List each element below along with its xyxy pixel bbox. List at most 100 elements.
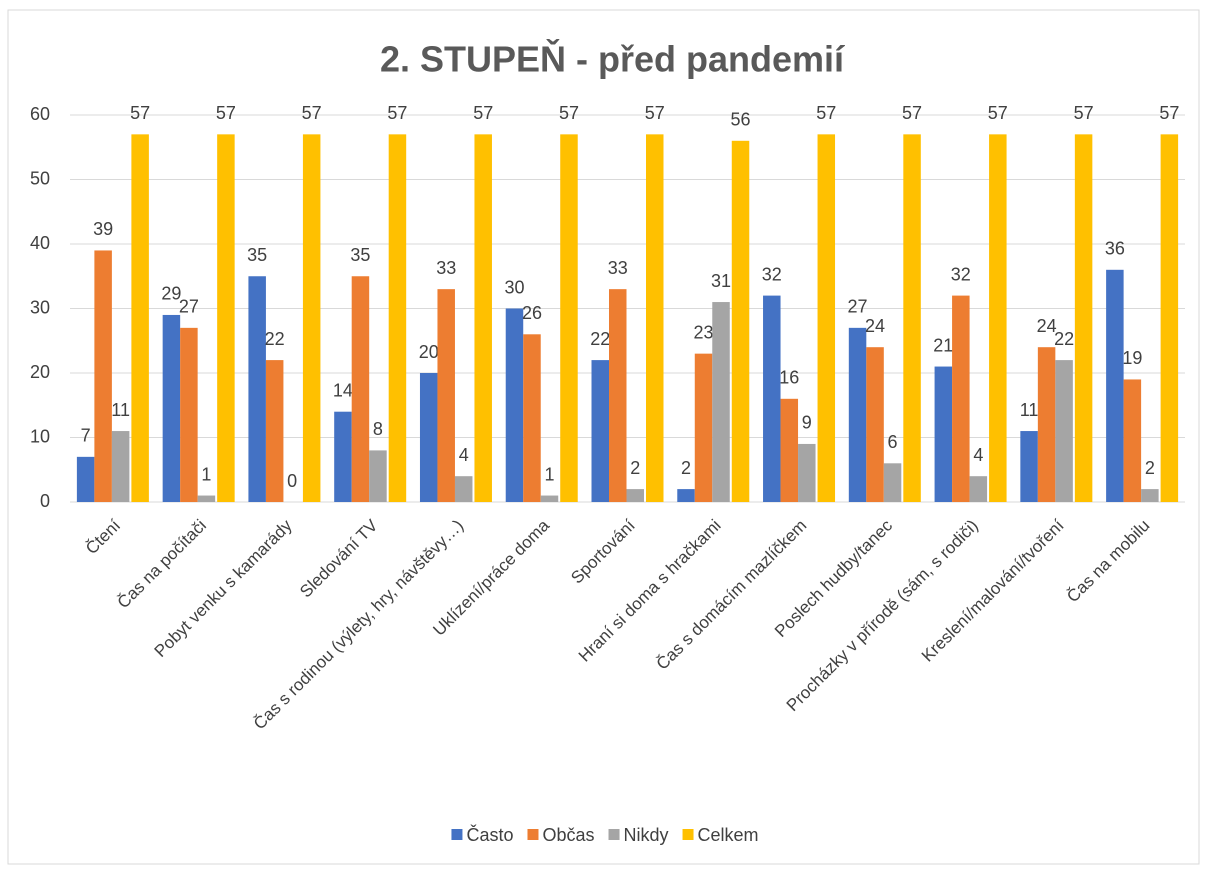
bar bbox=[369, 450, 387, 502]
data-label: 14 bbox=[333, 380, 353, 400]
bar bbox=[883, 463, 902, 502]
legend-label: Občas bbox=[542, 825, 594, 845]
bar bbox=[248, 276, 266, 502]
data-label: 33 bbox=[608, 258, 628, 278]
data-label: 11 bbox=[1020, 400, 1039, 420]
bar bbox=[694, 353, 713, 502]
bar bbox=[334, 411, 352, 502]
bar bbox=[419, 373, 438, 502]
legend-label: Celkem bbox=[698, 825, 759, 845]
data-label: 26 bbox=[522, 303, 542, 323]
data-label: 24 bbox=[1037, 316, 1057, 336]
bar bbox=[677, 489, 695, 502]
bar bbox=[848, 327, 867, 502]
bar bbox=[731, 140, 750, 503]
y-tick-label: 30 bbox=[30, 297, 50, 317]
bar bbox=[866, 347, 884, 502]
bar bbox=[646, 134, 664, 502]
data-label: 33 bbox=[436, 258, 456, 278]
bar bbox=[454, 476, 473, 502]
data-label: 57 bbox=[387, 103, 407, 123]
bar bbox=[952, 295, 970, 502]
bar bbox=[351, 276, 370, 502]
data-label: 57 bbox=[1159, 103, 1179, 123]
bar bbox=[1106, 269, 1124, 502]
data-label: 2 bbox=[1145, 458, 1155, 478]
data-label: 21 bbox=[933, 335, 953, 355]
y-tick-label: 10 bbox=[30, 426, 50, 446]
bar bbox=[1055, 360, 1073, 502]
data-label: 57 bbox=[645, 103, 665, 123]
data-label: 2 bbox=[681, 458, 691, 478]
y-tick-label: 50 bbox=[30, 168, 50, 188]
data-label: 16 bbox=[779, 368, 799, 388]
legend-label: Často bbox=[466, 824, 513, 845]
data-label: 19 bbox=[1122, 348, 1142, 368]
bar bbox=[1020, 431, 1038, 502]
data-label: 35 bbox=[247, 245, 267, 265]
bar bbox=[1037, 347, 1056, 502]
data-label: 29 bbox=[161, 284, 181, 304]
bar bbox=[560, 134, 578, 502]
data-label: 22 bbox=[265, 329, 285, 349]
data-label: 7 bbox=[81, 426, 91, 446]
bar bbox=[540, 495, 559, 502]
bar bbox=[989, 134, 1007, 502]
data-label: 36 bbox=[1105, 239, 1125, 259]
legend-swatch bbox=[608, 829, 620, 840]
data-label: 1 bbox=[544, 464, 554, 484]
bar bbox=[609, 289, 627, 502]
bar bbox=[903, 134, 921, 502]
bar bbox=[217, 134, 235, 502]
bar bbox=[1074, 134, 1093, 502]
bar bbox=[591, 360, 609, 502]
bar bbox=[265, 360, 284, 502]
bar bbox=[162, 314, 181, 502]
bar bbox=[505, 308, 524, 502]
bar bbox=[111, 431, 130, 502]
data-label: 27 bbox=[179, 297, 199, 317]
data-label: 30 bbox=[504, 277, 524, 297]
bar bbox=[437, 289, 455, 502]
data-label: 57 bbox=[1074, 103, 1094, 123]
data-label: 22 bbox=[590, 329, 610, 349]
bar bbox=[1141, 489, 1159, 502]
bar bbox=[780, 398, 799, 502]
legend-label: Nikdy bbox=[624, 825, 669, 845]
data-label: 57 bbox=[216, 103, 236, 123]
data-label: 31 bbox=[711, 271, 731, 291]
data-label: 8 bbox=[373, 419, 383, 439]
bar bbox=[1160, 134, 1179, 502]
bar bbox=[712, 302, 730, 502]
bar bbox=[798, 443, 816, 502]
data-label: 57 bbox=[816, 103, 836, 123]
data-label: 32 bbox=[762, 264, 782, 284]
data-label: 4 bbox=[973, 445, 983, 465]
data-label: 24 bbox=[865, 316, 885, 336]
data-label: 57 bbox=[902, 103, 922, 123]
bar bbox=[180, 327, 198, 502]
data-label: 22 bbox=[1054, 329, 1074, 349]
bar bbox=[1123, 379, 1142, 502]
data-label: 9 bbox=[802, 413, 812, 433]
data-label: 6 bbox=[888, 432, 898, 452]
bar bbox=[817, 134, 836, 502]
data-label: 27 bbox=[848, 297, 868, 317]
data-label: 1 bbox=[201, 464, 211, 484]
bar bbox=[934, 366, 953, 502]
bar bbox=[626, 489, 644, 502]
data-label: 20 bbox=[419, 342, 439, 362]
bar bbox=[969, 476, 988, 502]
bar bbox=[523, 334, 541, 502]
data-label: 57 bbox=[988, 103, 1008, 123]
data-label: 4 bbox=[459, 445, 469, 465]
bar bbox=[302, 134, 321, 502]
y-tick-label: 20 bbox=[30, 362, 50, 382]
bar bbox=[94, 250, 112, 502]
data-label: 57 bbox=[559, 103, 579, 123]
bar bbox=[197, 495, 216, 502]
data-label: 57 bbox=[130, 103, 150, 123]
legend-swatch bbox=[451, 829, 463, 840]
data-label: 2 bbox=[630, 458, 640, 478]
